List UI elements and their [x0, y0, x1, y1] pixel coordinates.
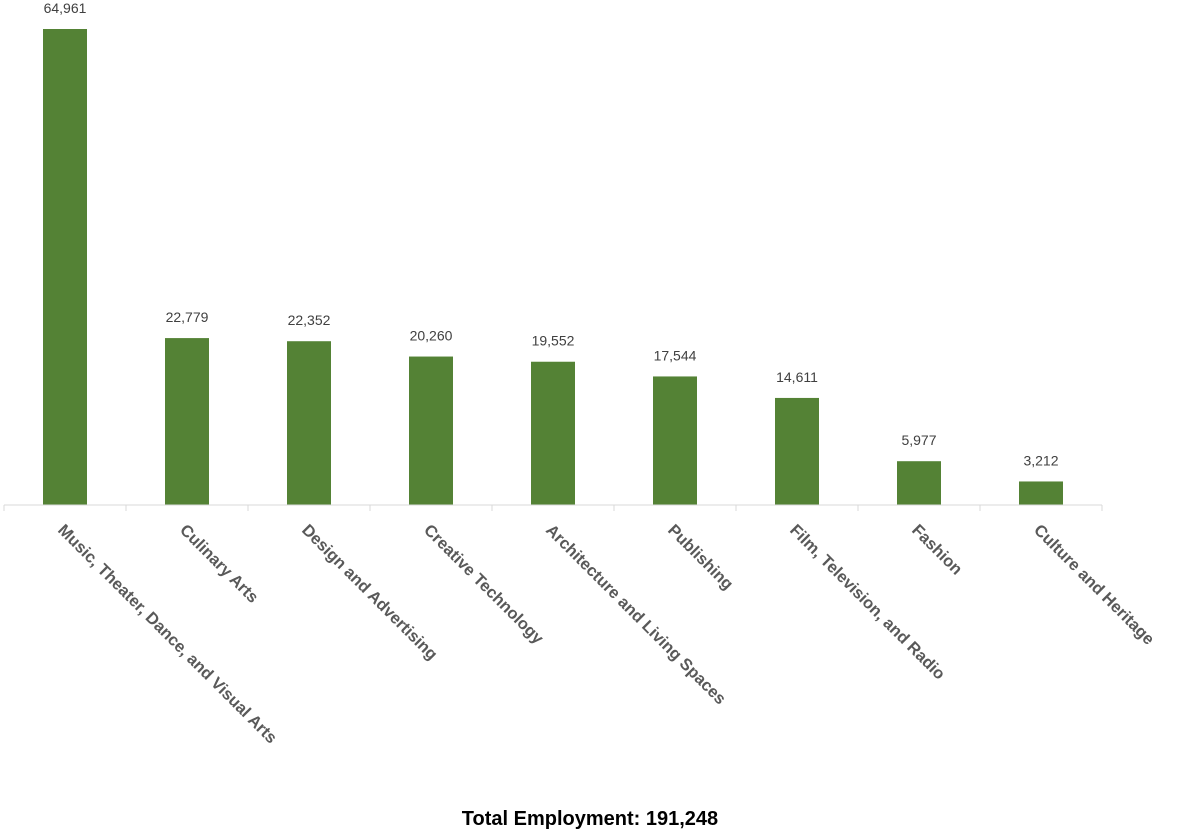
bar — [165, 338, 209, 505]
employment-bar-chart: 64,961 22,779 22,352 20,260 19,552 17,544 14,6… — [3, 0, 1158, 747]
category-label: Fashion — [908, 521, 965, 578]
data-label: 22,779 — [166, 309, 209, 325]
category-label: Culture and Heritage — [1030, 521, 1157, 648]
data-label: 64,961 — [44, 0, 87, 16]
data-label: 5,977 — [901, 432, 936, 448]
bar — [531, 361, 575, 505]
data-label: 14,611 — [776, 369, 818, 385]
data-label: 19,552 — [532, 333, 575, 349]
total-employment-label: Total Employment: 191,248 — [461, 808, 719, 830]
data-label: 20,260 — [410, 328, 453, 344]
category-label: Culinary Arts — [176, 521, 262, 607]
data-label: 3,212 — [1023, 452, 1058, 468]
data-label: 22,352 — [288, 312, 331, 328]
category-label: Creative Technology — [420, 521, 547, 648]
bar — [653, 376, 697, 505]
category-label: Design and Advertising — [298, 521, 441, 664]
bar — [775, 397, 819, 505]
bar — [409, 356, 453, 505]
data-labels-group: 64,961 22,779 22,352 20,260 19,552 17,544 14,6… — [44, 0, 1059, 468]
bars-group — [43, 29, 1063, 505]
category-label: Music, Theater, Dance, and Visual Arts — [54, 521, 280, 747]
bar — [287, 341, 331, 505]
x-axis — [3, 504, 1103, 511]
bar — [1019, 481, 1063, 505]
category-labels-group: Music, Theater, Dance, and Visual ArtsCu… — [54, 521, 1157, 747]
category-label: Publishing — [664, 521, 736, 593]
data-label: 17,544 — [654, 347, 697, 363]
bar — [897, 461, 941, 505]
bar — [43, 29, 87, 505]
